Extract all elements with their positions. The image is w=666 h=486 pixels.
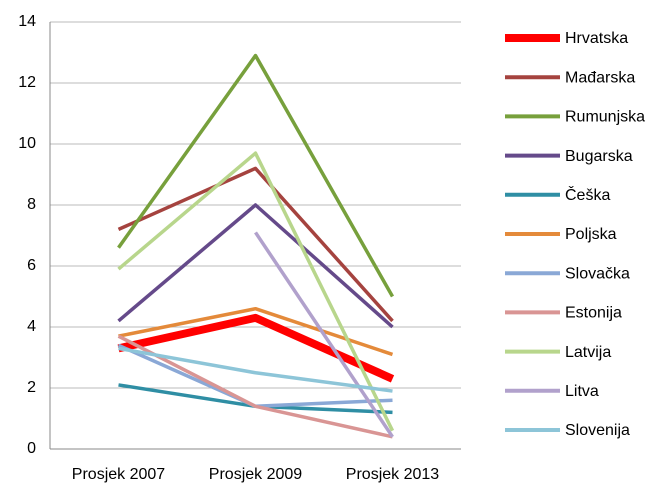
y-tick-label: 2	[27, 379, 36, 396]
y-tick-label: 12	[18, 74, 36, 91]
y-tick-label: 0	[27, 440, 36, 457]
legend-label: Estonija	[565, 305, 622, 322]
y-tick-label: 14	[18, 13, 36, 30]
series-line	[118, 383, 393, 415]
legend-label: Slovačka	[565, 265, 630, 282]
legend-label: Češka	[565, 185, 610, 204]
y-tick-label: 6	[27, 257, 36, 274]
series-line	[117, 203, 394, 329]
legend-label: Litva	[565, 383, 599, 400]
series-line	[117, 334, 393, 439]
legend-label: Latvija	[565, 344, 611, 361]
legend-label: Hrvatska	[565, 30, 628, 47]
series-line	[117, 166, 394, 323]
y-tick-label: 8	[27, 196, 36, 213]
x-tick-label: Prosjek 2009	[209, 466, 302, 483]
series-line	[117, 53, 395, 298]
y-tick-label: 10	[18, 135, 36, 152]
legend-label: Poljska	[565, 226, 617, 243]
x-tick-label: Prosjek 2007	[72, 466, 165, 483]
legend-label: Rumunjska	[565, 109, 645, 126]
series-line	[117, 151, 395, 432]
legend-label: Mađarska	[565, 69, 635, 86]
series-line	[118, 346, 393, 393]
legend-label: Bugarska	[565, 148, 633, 165]
x-tick-label: Prosjek 2013	[346, 466, 439, 483]
y-tick-label: 4	[27, 318, 36, 335]
series-line	[254, 231, 394, 438]
series-line	[117, 313, 395, 383]
legend-label: Slovenija	[565, 422, 630, 439]
